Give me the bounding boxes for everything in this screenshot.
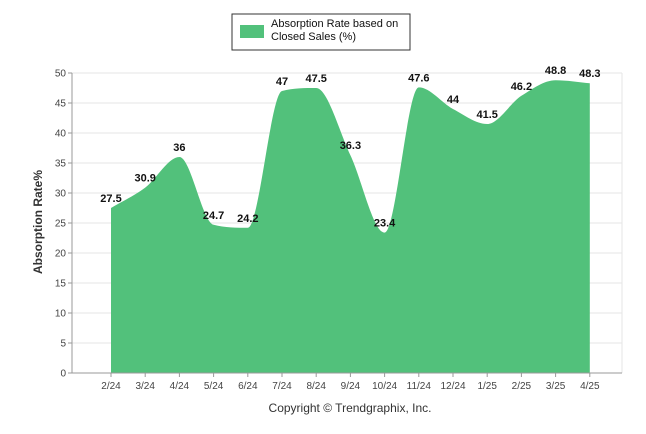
x-tick-label: 10/24: [372, 381, 397, 392]
y-tick-label: 35: [55, 159, 67, 170]
legend-label-line2: Closed Sales (%): [271, 31, 356, 43]
legend: Absorption Rate based on Closed Sales (%…: [231, 13, 411, 51]
y-tick-label: 15: [55, 279, 67, 290]
y-tick-label: 5: [60, 339, 66, 350]
x-axis-ticks: 2/24 3/24 4/24 5/24 6/24 7/24 8/24 9/24 10/24 11/…: [101, 373, 600, 392]
legend-swatch: [240, 25, 264, 38]
x-tick-label: 1/25: [477, 381, 497, 392]
data-label: 47.5: [305, 73, 326, 85]
y-tick-label: 30: [55, 189, 67, 200]
data-label: 36.3: [340, 140, 361, 152]
data-label: 24.7: [203, 210, 224, 222]
data-label: 48.3: [579, 68, 600, 80]
x-tick-label: 2/25: [512, 381, 532, 392]
data-label: 46.2: [511, 81, 532, 93]
x-tick-label: 8/24: [306, 381, 326, 392]
data-label: 44: [447, 94, 460, 106]
y-axis-title: Absorption Rate%: [31, 170, 45, 274]
data-labels: 27.5 30.9 36 24.7 24.2 47 47.5 36.3 23.4 47.6 44 41…: [100, 65, 600, 229]
y-axis-ticks: 0 5 10 15 20 25 30 35 40 45 50: [55, 69, 72, 380]
y-tick-label: 50: [55, 69, 67, 80]
x-tick-label: 12/24: [440, 381, 465, 392]
plot-area: [111, 80, 590, 373]
x-tick-label: 3/25: [546, 381, 566, 392]
data-label: 23.4: [374, 218, 396, 230]
y-tick-label: 20: [55, 249, 67, 260]
data-label: 36: [173, 142, 185, 154]
x-tick-label: 4/24: [170, 381, 190, 392]
legend-label-line1: Absorption Rate based on: [271, 18, 398, 30]
x-tick-label: 9/24: [341, 381, 361, 392]
y-tick-label: 45: [55, 99, 67, 110]
x-tick-label: 4/25: [580, 381, 600, 392]
data-label: 47: [276, 76, 288, 88]
area-series-absorption-rate: [111, 80, 590, 373]
data-label: 30.9: [134, 173, 155, 185]
y-tick-label: 0: [60, 369, 66, 380]
x-tick-label: 7/24: [272, 381, 292, 392]
data-label: 47.6: [408, 72, 429, 84]
copyright-footer: Copyright © Trendgraphix, Inc.: [269, 401, 432, 415]
data-label: 24.2: [237, 213, 258, 225]
x-tick-label: 11/24: [407, 381, 432, 392]
y-tick-label: 40: [55, 129, 67, 140]
data-label: 48.8: [545, 65, 566, 77]
data-label: 27.5: [100, 193, 121, 205]
y-tick-label: 25: [55, 219, 67, 230]
x-tick-label: 3/24: [135, 381, 155, 392]
x-tick-label: 5/24: [204, 381, 224, 392]
x-tick-label: 2/24: [101, 381, 121, 392]
y-tick-label: 10: [55, 309, 67, 320]
x-tick-label: 6/24: [238, 381, 258, 392]
data-label: 41.5: [476, 109, 497, 121]
